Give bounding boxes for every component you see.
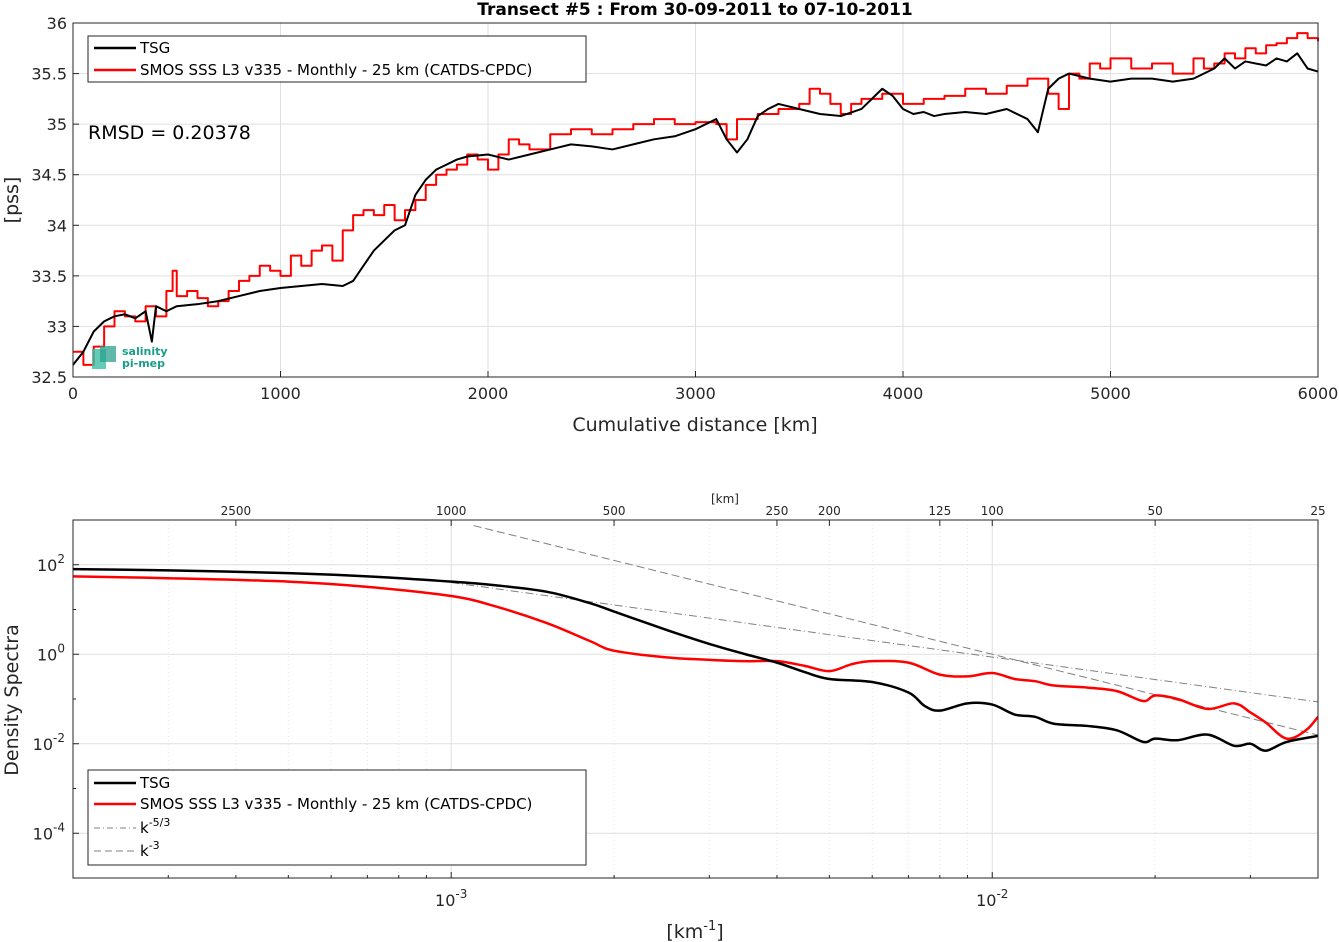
top-legend: TSG SMOS SSS L3 v335 - Monthly - 25 km (… xyxy=(87,35,587,83)
smos-series-line xyxy=(73,32,1319,366)
bottom-top-axis-tick-label: 50 xyxy=(1147,504,1162,518)
top-legend-label-smos: SMOS SSS L3 v335 - Monthly - 25 km (CATD… xyxy=(140,61,532,79)
bottom-legend: TSG SMOS SSS L3 v335 - Monthly - 25 km (… xyxy=(87,769,587,866)
top-x-axis-label: Cumulative distance [km] xyxy=(572,414,817,436)
bottom-y-tick-label: 10-2 xyxy=(33,731,65,754)
bottom-y-tick-base: 10 xyxy=(37,645,57,664)
top-x-tick-label: 3000 xyxy=(675,384,716,403)
bottom-y-tick-label: 102 xyxy=(37,552,65,575)
top-x-tick-label: 6000 xyxy=(1298,384,1339,403)
top-legend-box xyxy=(87,35,587,83)
bottom-legend-label-tsg: TSG xyxy=(139,774,170,792)
bottom-y-tick-exp: -4 xyxy=(53,820,65,834)
bottom-top-axis-tick-label: 1000 xyxy=(436,504,467,518)
bottom-y-tick-exp: 2 xyxy=(57,552,65,566)
bottom-legend-label-k3: k-3 xyxy=(140,839,160,860)
bottom-x-tick-base: 10 xyxy=(435,891,455,910)
smos-spectrum-line xyxy=(73,575,1318,741)
bottom-top-axis-tick-label: 2500 xyxy=(221,504,252,518)
bottom-x-tick-exp: -3 xyxy=(455,887,467,901)
bottom-x-tick-exp: -2 xyxy=(996,887,1008,901)
bottom-y-tick-label: 100 xyxy=(37,641,65,664)
salinity-pimep-logo: salinity pi-mep xyxy=(92,345,168,370)
top-x-tick-label: 0 xyxy=(68,384,78,403)
top-x-tick-label: 2000 xyxy=(468,384,509,403)
bottom-x-tick-label: 10-2 xyxy=(976,887,1008,910)
tsg-spectrum-line xyxy=(73,567,1318,752)
logo-mark-front xyxy=(100,346,116,362)
bottom-top-axis-tick-label: 100 xyxy=(981,504,1004,518)
top-series-group xyxy=(72,32,1319,366)
bottom-top-axis-tick-label: 125 xyxy=(928,504,951,518)
bottom-legend-box xyxy=(87,769,587,866)
bottom-y-tick-label: 10-4 xyxy=(33,820,65,843)
bottom-y-tick-exp: -2 xyxy=(53,731,65,745)
rmsd-annotation: RMSD = 0.20378 xyxy=(88,122,251,144)
bottom-series-group xyxy=(73,525,1318,752)
bottom-top-axis-tick-label: 200 xyxy=(818,504,841,518)
top-axis-unit-label: [km] xyxy=(711,492,739,506)
top-y-tick-label: 36 xyxy=(47,14,67,33)
top-legend-label-tsg: TSG xyxy=(139,39,170,57)
bottom-legend-label-k53: k-5/3 xyxy=(140,816,170,837)
top-y-tick-label: 32.5 xyxy=(31,368,67,387)
bottom-y-tick-base: 10 xyxy=(37,556,57,575)
bottom-x-tick-base: 10 xyxy=(976,891,996,910)
bottom-x-axis-label-main: [km xyxy=(666,921,703,942)
k3-label-sup: -3 xyxy=(149,839,160,852)
top-ticks: 0 1000 2000 3000 4000 5000 6000 32.5 33 33.5 34 34.… xyxy=(31,14,1338,403)
k53-reference-line xyxy=(451,582,1318,703)
bottom-top-axis-tick-label: 500 xyxy=(603,504,626,518)
chart-title: Transect #5 : From 30-09-2011 to 07-10-2… xyxy=(477,0,913,20)
top-x-tick-label: 1000 xyxy=(260,384,301,403)
logo-text-line2: pi-mep xyxy=(122,357,165,370)
bottom-x-axis-label-end: ] xyxy=(716,921,723,942)
bottom-top-axis-tick-label: 250 xyxy=(765,504,788,518)
top-y-tick-label: 35.5 xyxy=(31,65,67,84)
k53-label-sup: -5/3 xyxy=(149,816,171,829)
bottom-y-tick-base: 10 xyxy=(33,735,53,754)
top-x-tick-label: 5000 xyxy=(1090,384,1131,403)
bottom-y-tick-exp: 0 xyxy=(57,641,65,655)
top-y-tick-label: 34.5 xyxy=(31,166,67,185)
bottom-x-tick-label: 10-3 xyxy=(435,887,467,910)
logo-text-line1: salinity xyxy=(122,345,168,358)
bottom-y-tick-base: 10 xyxy=(33,824,53,843)
bottom-top-axis-tick-label: 25 xyxy=(1310,504,1325,518)
top-y-tick-label: 34 xyxy=(47,216,67,235)
k53-label-main: k xyxy=(140,819,149,837)
top-y-tick-label: 35 xyxy=(47,115,67,134)
bottom-x-axis-label-sup: -1 xyxy=(703,919,716,934)
top-y-axis-label: [pss] xyxy=(1,177,23,224)
top-x-tick-label: 4000 xyxy=(883,384,924,403)
bottom-legend-label-smos: SMOS SSS L3 v335 - Monthly - 25 km (CATD… xyxy=(140,795,532,813)
top-y-tick-label: 33 xyxy=(47,317,67,336)
k3-label-main: k xyxy=(140,842,149,860)
bottom-y-axis-label: Density Spectra xyxy=(1,624,23,775)
salinity-chart: Transect #5 : From 30-09-2011 to 07-10-2… xyxy=(1,0,1338,436)
bottom-x-axis-label: [km-1] xyxy=(666,919,723,942)
tsg-series-line xyxy=(72,52,1319,366)
top-y-tick-label: 33.5 xyxy=(31,267,67,286)
